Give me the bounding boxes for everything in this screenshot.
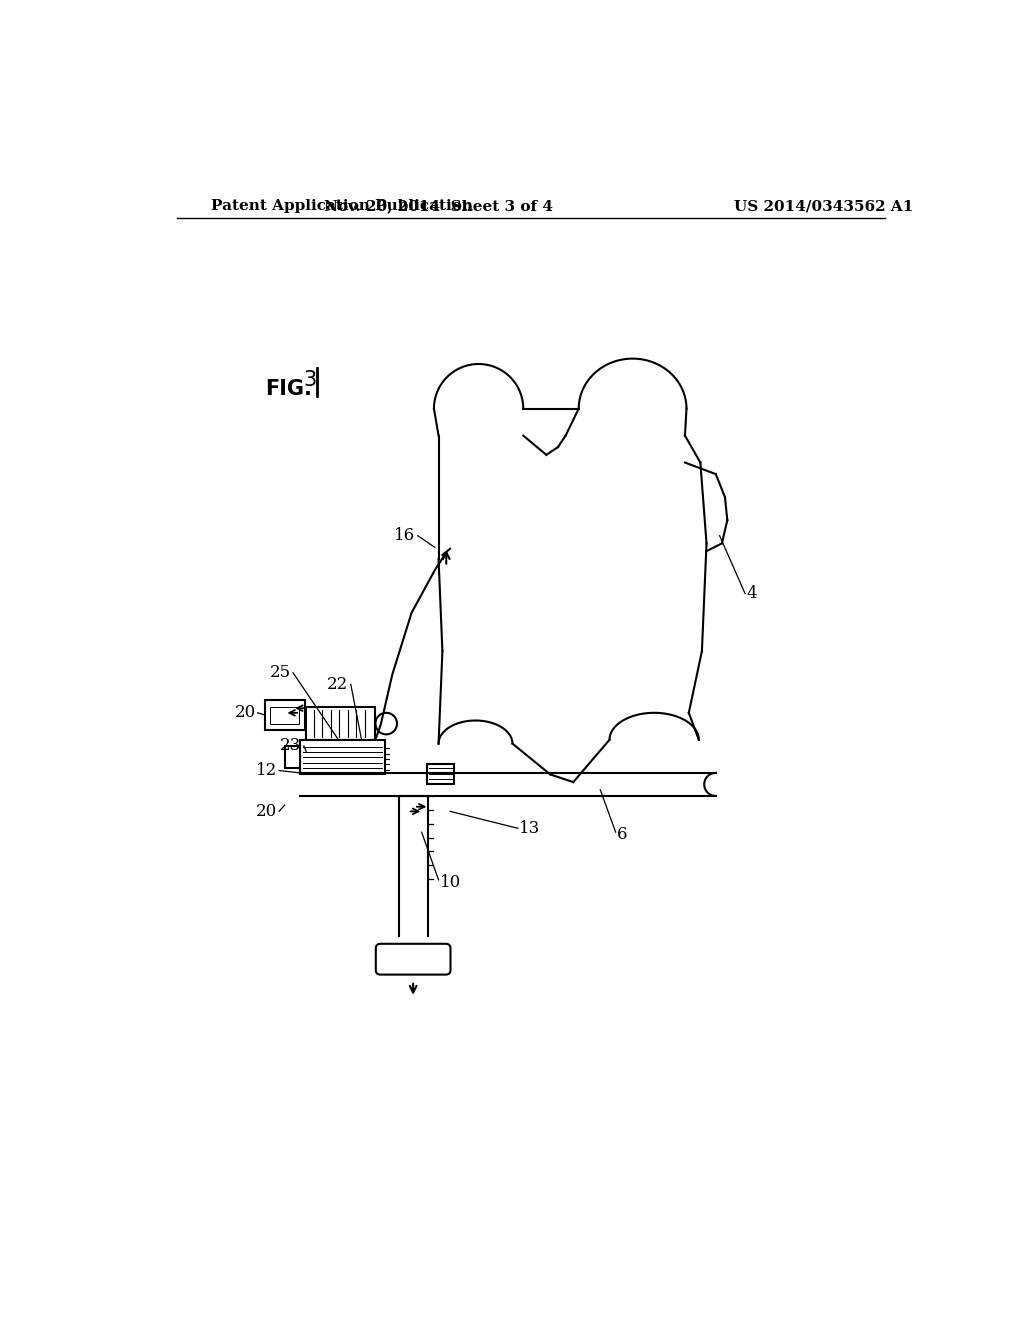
Bar	[265, 701, 305, 730]
Bar	[300, 739, 385, 775]
FancyBboxPatch shape	[376, 944, 451, 974]
Text: 6: 6	[617, 826, 628, 843]
Text: 22: 22	[328, 676, 348, 693]
Text: 4: 4	[746, 585, 757, 602]
Text: Patent Application Publication: Patent Application Publication	[211, 199, 473, 213]
Text: 13: 13	[519, 820, 541, 837]
Text: FIG.: FIG.	[265, 379, 312, 400]
Text: 20: 20	[234, 705, 256, 721]
Text: 12: 12	[256, 762, 276, 779]
Text: 20: 20	[256, 803, 276, 820]
Text: 3: 3	[304, 370, 317, 391]
Text: 23: 23	[281, 738, 301, 755]
Bar	[270, 706, 299, 723]
Text: 16: 16	[394, 527, 416, 544]
Bar	[285, 746, 300, 768]
Text: 25: 25	[269, 664, 291, 681]
Text: Nov. 20, 2014  Sheet 3 of 4: Nov. 20, 2014 Sheet 3 of 4	[324, 199, 553, 213]
Text: US 2014/0343562 A1: US 2014/0343562 A1	[734, 199, 913, 213]
Bar	[306, 708, 376, 739]
Text: 10: 10	[440, 874, 462, 891]
Bar	[427, 763, 454, 784]
